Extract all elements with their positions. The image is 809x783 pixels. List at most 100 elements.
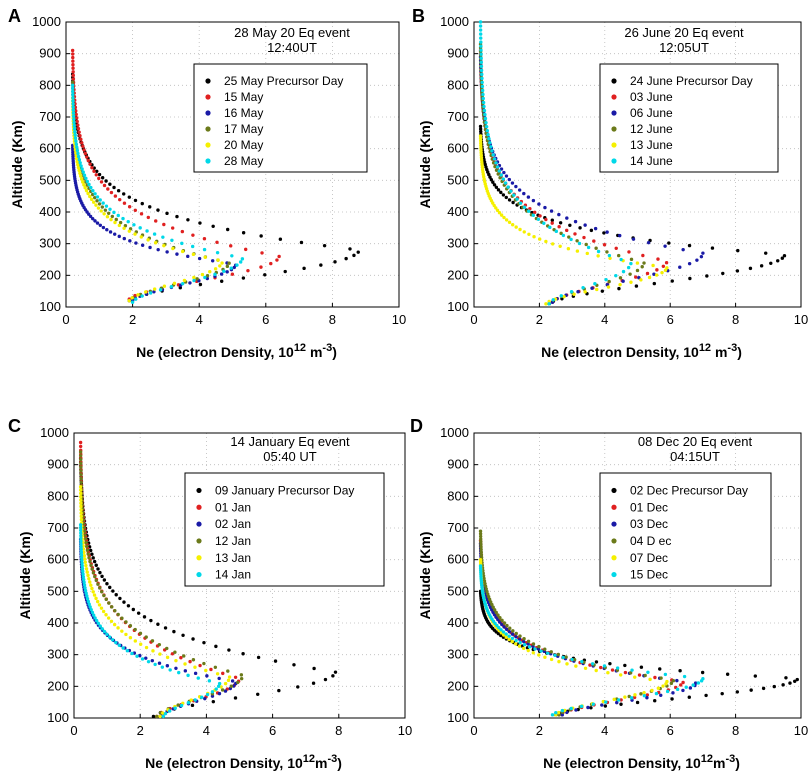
data-point: [88, 605, 92, 609]
data-point: [84, 540, 88, 545]
data-point: [682, 674, 687, 679]
series-group: [78, 440, 338, 719]
data-point: [97, 603, 102, 607]
legend-marker: [205, 126, 211, 132]
x-axis-label-text: Ne (electron Density, 10: [136, 344, 294, 360]
data-point: [85, 548, 90, 552]
series-14-jan: [78, 523, 222, 719]
data-point: [550, 218, 555, 222]
data-point: [671, 691, 675, 695]
data-point: [590, 662, 595, 666]
x-axis-label-exponent: 12: [303, 753, 315, 765]
data-point: [87, 556, 91, 560]
data-point: [156, 622, 160, 626]
legend-marker: [611, 126, 617, 132]
x-tick-label: 8: [732, 723, 739, 738]
data-point: [96, 582, 100, 586]
data-point: [670, 279, 674, 283]
data-point: [510, 632, 515, 636]
data-point: [480, 84, 485, 89]
data-point: [214, 644, 218, 649]
data-point: [502, 170, 506, 175]
data-point: [696, 681, 701, 685]
data-point: [681, 688, 685, 693]
data-point: [710, 246, 715, 250]
data-point: [170, 238, 174, 242]
data-point: [277, 688, 281, 693]
data-point: [645, 271, 650, 276]
legend-marker: [196, 571, 202, 578]
data-point: [131, 607, 136, 612]
data-point: [177, 670, 181, 675]
legend-label: 28 May: [224, 154, 263, 168]
x-axis-label-unit-exponent: -3: [725, 753, 735, 765]
data-point: [127, 195, 132, 199]
data-point: [619, 698, 623, 702]
data-point: [82, 583, 87, 587]
panel-A: A 0 2 4 6 8 10 100 200 300 400 500 600 700 800 900 1000 A…: [8, 6, 406, 360]
data-point: [480, 80, 484, 85]
legend-marker: [611, 571, 617, 578]
legend-marker: [611, 521, 617, 527]
data-point: [82, 580, 86, 585]
data-point: [75, 119, 79, 124]
data-point: [602, 243, 607, 247]
data-point: [570, 657, 574, 662]
data-point: [97, 176, 101, 181]
data-point: [515, 197, 519, 201]
data-point: [71, 105, 75, 109]
data-point: [140, 294, 144, 298]
data-point: [89, 583, 93, 587]
data-point: [259, 265, 263, 269]
panel-D: D 0 2 4 6 8 10 100 200 300 400 500 600 700 800 900 1000 A…: [410, 416, 808, 771]
data-point: [153, 662, 157, 667]
data-point: [606, 285, 611, 289]
data-point: [687, 243, 692, 248]
data-point: [93, 616, 97, 620]
legend-label: 12 Jan: [215, 534, 251, 548]
data-point: [594, 246, 598, 250]
data-point: [577, 241, 582, 246]
legend-box: [193, 63, 368, 173]
data-point: [191, 233, 195, 237]
y-tick-label: 100: [39, 299, 61, 314]
data-point: [553, 653, 557, 657]
panel-label: A: [8, 6, 21, 26]
data-point: [84, 544, 89, 549]
data-point: [211, 224, 215, 228]
data-point: [484, 124, 489, 129]
data-point: [720, 691, 724, 696]
data-point: [87, 182, 91, 187]
x-axis-label-unit: m: [713, 755, 725, 771]
data-point: [687, 695, 691, 699]
data-point: [627, 250, 631, 254]
x-axis-label-unit-exponent: -3: [727, 342, 737, 354]
data-point: [667, 241, 671, 245]
data-point: [156, 208, 160, 212]
data-point: [135, 654, 139, 658]
data-point: [483, 584, 488, 588]
data-point: [479, 52, 483, 56]
data-point: [635, 700, 640, 705]
data-point: [537, 644, 541, 649]
data-point: [150, 658, 155, 663]
legend-box: [184, 472, 385, 587]
data-point: [532, 235, 536, 239]
panel-label: D: [410, 416, 423, 436]
data-point: [628, 671, 633, 675]
data-point: [160, 665, 165, 669]
data-point: [537, 653, 541, 657]
data-point: [101, 609, 106, 614]
data-point: [97, 202, 102, 206]
data-point: [776, 259, 780, 263]
data-point: [586, 705, 590, 710]
data-point: [71, 99, 75, 103]
data-point: [71, 96, 75, 100]
data-point: [479, 68, 484, 73]
data-point: [569, 706, 573, 711]
data-point: [175, 252, 179, 256]
data-point: [157, 661, 162, 665]
legend-marker: [196, 487, 202, 494]
data-point: [641, 253, 645, 258]
data-point: [79, 514, 83, 519]
